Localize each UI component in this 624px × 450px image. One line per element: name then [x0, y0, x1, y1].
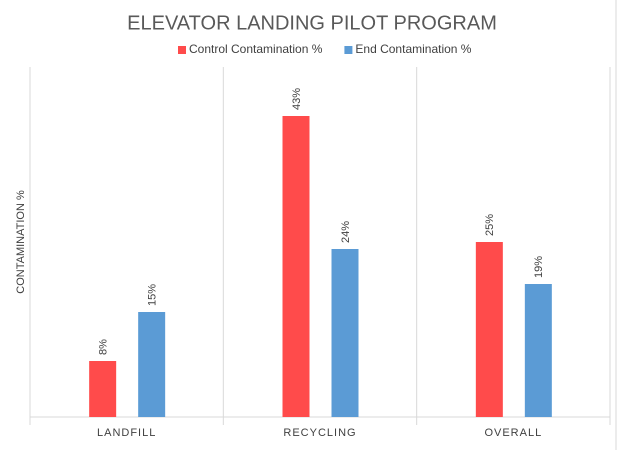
chart-title: ELEVATOR LANDING PILOT PROGRAM [127, 12, 497, 34]
y-axis-title: CONTAMINATION % [15, 190, 27, 294]
bar [331, 249, 359, 417]
x-tick-label: OVERALL [484, 427, 542, 439]
value-label: 25% [484, 214, 496, 236]
value-label: 24% [340, 221, 352, 243]
legend-label: Control Contamination % [189, 42, 323, 56]
value-label: 43% [291, 88, 303, 110]
bar [89, 361, 117, 417]
value-label: 8% [98, 339, 110, 355]
x-tick-label: RECYCLING [283, 427, 356, 439]
bar [138, 312, 166, 417]
x-tick-label: LANDFILL [97, 427, 156, 439]
value-label: 15% [147, 284, 159, 306]
bar [524, 284, 552, 417]
legend-swatch [344, 46, 353, 54]
legend-swatch [178, 46, 186, 54]
bar [475, 242, 503, 417]
bar [282, 116, 310, 417]
legend-label: End Contamination % [355, 42, 471, 56]
value-label: 19% [533, 256, 545, 278]
